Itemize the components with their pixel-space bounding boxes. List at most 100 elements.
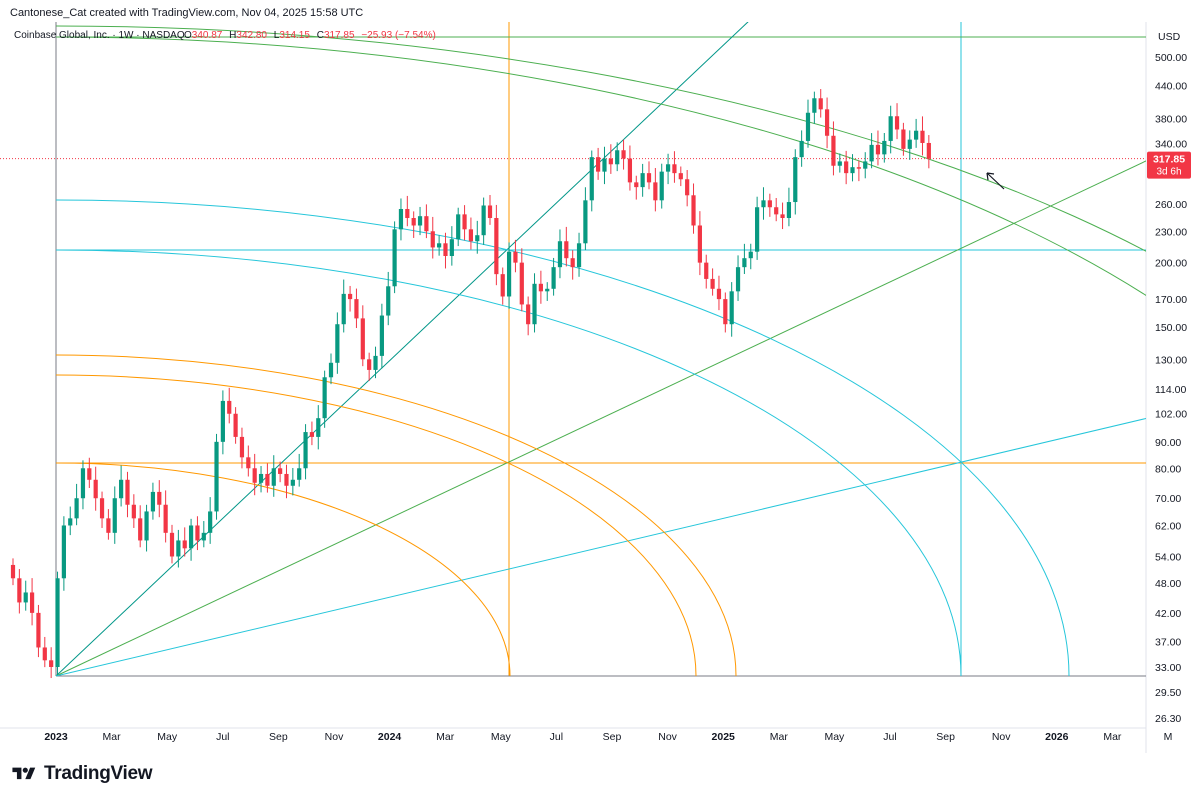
candle[interactable] (780, 202, 785, 230)
candle[interactable] (29, 578, 35, 626)
candle[interactable] (208, 497, 213, 544)
candle[interactable] (246, 445, 251, 477)
candle[interactable] (519, 248, 524, 312)
candle[interactable] (602, 146, 607, 185)
candle[interactable] (926, 135, 931, 169)
candle[interactable] (144, 504, 149, 552)
candle[interactable] (799, 130, 804, 167)
candle[interactable] (856, 160, 861, 182)
candle[interactable] (767, 193, 772, 217)
candle[interactable] (176, 529, 181, 568)
candle[interactable] (589, 150, 594, 212)
candle[interactable] (322, 370, 327, 428)
candle[interactable] (61, 516, 66, 591)
candle[interactable] (494, 204, 499, 286)
candle[interactable] (545, 282, 550, 301)
candle[interactable] (526, 296, 531, 336)
candle[interactable] (188, 518, 194, 561)
candle[interactable] (640, 163, 645, 197)
candle[interactable] (920, 116, 925, 156)
candle[interactable] (449, 226, 454, 266)
candle[interactable] (398, 198, 404, 241)
candle[interactable] (659, 163, 664, 209)
candle[interactable] (761, 187, 766, 220)
candle[interactable] (99, 491, 105, 528)
candle[interactable] (131, 494, 136, 528)
candle[interactable] (691, 183, 696, 234)
candle[interactable] (653, 168, 658, 212)
candle[interactable] (303, 424, 308, 480)
candle[interactable] (106, 509, 111, 540)
candle[interactable] (125, 471, 130, 518)
candle[interactable] (17, 569, 22, 614)
candle[interactable] (87, 457, 92, 489)
candle[interactable] (119, 465, 124, 507)
candle[interactable] (214, 433, 219, 520)
candle[interactable] (68, 506, 73, 536)
candle[interactable] (112, 486, 117, 544)
candle[interactable] (309, 421, 315, 446)
candle[interactable] (863, 152, 868, 179)
candle[interactable] (49, 647, 54, 679)
candle[interactable] (914, 118, 919, 148)
candle[interactable] (195, 516, 200, 551)
candle[interactable] (844, 150, 849, 185)
candle[interactable] (252, 453, 257, 496)
candle[interactable] (570, 250, 575, 280)
candle[interactable] (220, 390, 225, 455)
candle[interactable] (373, 346, 378, 379)
candle[interactable] (793, 149, 798, 215)
candle[interactable] (596, 147, 601, 180)
candle[interactable] (278, 461, 283, 483)
candlestick-series[interactable] (10, 89, 931, 679)
candle[interactable] (748, 243, 753, 270)
candle[interactable] (354, 288, 359, 329)
candle[interactable] (55, 571, 60, 676)
candle[interactable] (201, 521, 206, 548)
candle[interactable] (532, 273, 537, 333)
candle[interactable] (615, 142, 620, 172)
candle[interactable] (831, 121, 836, 176)
candle[interactable] (169, 524, 175, 564)
candle[interactable] (557, 229, 563, 279)
candle[interactable] (506, 242, 512, 309)
candle[interactable] (685, 170, 690, 207)
candle[interactable] (481, 197, 486, 245)
candle[interactable] (475, 220, 480, 254)
candle[interactable] (901, 122, 906, 156)
candle[interactable] (265, 463, 270, 493)
candle[interactable] (634, 175, 639, 200)
candle[interactable] (284, 464, 289, 499)
candle[interactable] (837, 153, 842, 173)
candle[interactable] (805, 99, 811, 148)
candle[interactable] (907, 130, 912, 160)
candle[interactable] (710, 268, 715, 296)
candle[interactable] (850, 154, 855, 182)
candle[interactable] (411, 211, 416, 238)
candle[interactable] (665, 153, 671, 185)
candle[interactable] (328, 353, 334, 385)
candle[interactable] (386, 271, 391, 326)
candle[interactable] (888, 105, 893, 154)
candle[interactable] (150, 482, 156, 520)
candle[interactable] (500, 267, 505, 305)
candle[interactable] (23, 580, 28, 611)
candle[interactable] (824, 97, 830, 149)
candle[interactable] (818, 89, 823, 118)
candle[interactable] (138, 505, 143, 548)
candle[interactable] (80, 460, 86, 510)
candle[interactable] (621, 139, 626, 170)
candle[interactable] (316, 405, 321, 450)
candle[interactable] (608, 144, 613, 174)
candle[interactable] (678, 166, 683, 187)
candle[interactable] (812, 91, 817, 124)
candle[interactable] (227, 387, 232, 424)
candle[interactable] (430, 216, 435, 259)
candle[interactable] (672, 151, 677, 183)
candle[interactable] (894, 103, 900, 140)
candle[interactable] (742, 243, 747, 275)
candle[interactable] (437, 235, 442, 256)
candle[interactable] (704, 254, 709, 289)
candle[interactable] (875, 130, 881, 166)
candle[interactable] (74, 483, 79, 526)
